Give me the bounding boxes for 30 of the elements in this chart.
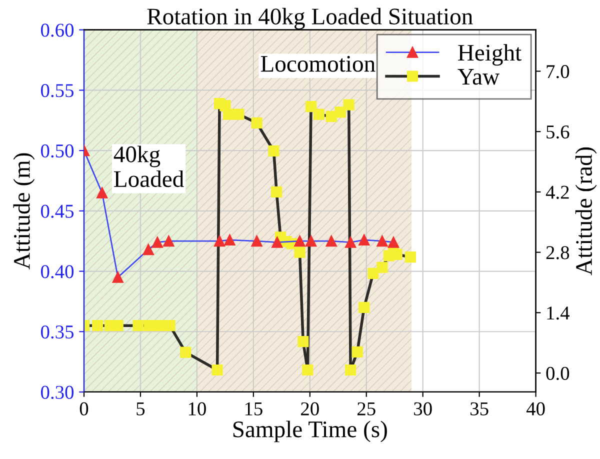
x-tick-label: 30 <box>414 402 432 416</box>
x-tick-label: 15 <box>245 402 262 416</box>
y-tick-label: 0.55 <box>40 84 74 98</box>
x-tick-label: 0 <box>80 402 88 416</box>
chart-title: Rotation in 40kg Loaded Situation <box>147 8 473 30</box>
y-axis-title: Attitude (m) <box>13 153 35 270</box>
x-tick-label: 5 <box>136 402 145 416</box>
y2-tick-label: 0.0 <box>546 366 570 380</box>
y-tick-label: 0.60 <box>40 24 74 37</box>
y-tick-label: 0.45 <box>40 204 74 218</box>
x-tick-label: 25 <box>358 402 376 416</box>
legend-label: Height <box>458 44 522 66</box>
y2-axis-title: Attitude (rad) <box>575 147 597 276</box>
annotation: 40kg Loaded <box>114 146 184 188</box>
y2-tick-label: 7.0 <box>546 65 570 78</box>
x-tick-label: 40 <box>526 402 545 416</box>
x-axis-title: Sample Time (s) <box>233 420 387 442</box>
y-tick-label: 0.35 <box>40 325 74 339</box>
y2-tick-label: 2.8 <box>546 246 570 260</box>
x-tick-label: 20 <box>301 402 319 416</box>
legend-label: Yaw <box>458 69 500 85</box>
annotation: Locomotion <box>260 56 376 72</box>
x-tick-label: 10 <box>188 402 206 416</box>
x-tick-label: 35 <box>470 402 488 416</box>
y-tick-label: 0.30 <box>40 386 74 400</box>
y2-tick-label: 5.6 <box>546 125 570 139</box>
y2-tick-label: 1.4 <box>547 306 570 320</box>
y-tick-label: 0.40 <box>40 265 74 278</box>
y-tick-label: 0.50 <box>40 144 74 158</box>
y2-tick-label: 4.2 <box>546 186 569 199</box>
